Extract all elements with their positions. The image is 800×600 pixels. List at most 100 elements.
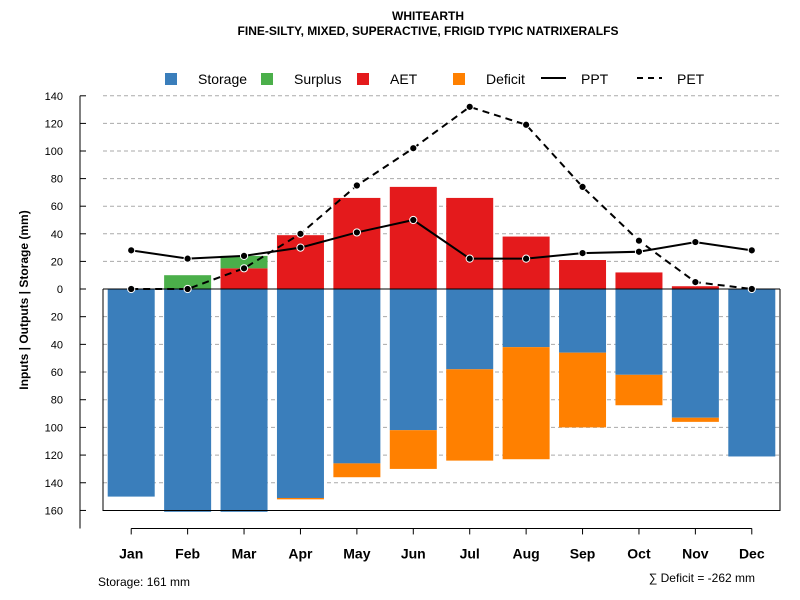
bar-aet-sep [559, 260, 607, 289]
legend-label-aet: AET [390, 71, 418, 87]
y-tick-label: 80 [51, 174, 63, 186]
bar-deficit-nov [671, 417, 719, 422]
ppt-point-may [352, 228, 361, 237]
y-tick-label: 140 [45, 478, 63, 490]
pet-point-mar [239, 264, 249, 273]
pet-point-feb [183, 284, 192, 294]
bar-deficit-jul [446, 369, 494, 461]
legend-label-storage: Storage [198, 71, 247, 87]
pet-point-jun [409, 144, 418, 153]
pet-point-may [352, 181, 361, 190]
legend-label-ppt: PPT [581, 71, 609, 87]
y-tick-label: 100 [45, 422, 63, 434]
y-tick-label: 0 [57, 284, 63, 296]
deficit-footnote: ∑ Deficit = -262 mm [649, 571, 755, 585]
pet-point-dec [747, 284, 756, 294]
ppt-point-oct [634, 247, 644, 256]
pet-point-jan [127, 284, 136, 294]
bar-storage-aug [502, 289, 550, 348]
bar-storage-oct [615, 289, 663, 375]
bar-deficit-jun [389, 430, 437, 469]
x-tick-label-jun: Jun [401, 545, 426, 561]
bar-storage-sep [559, 289, 607, 353]
pet-line [131, 105, 752, 290]
bar-storage-jan [107, 289, 155, 497]
bar-storage-dec [728, 289, 776, 457]
y-tick-label: 20 [51, 312, 63, 324]
y-tick-label: 20 [51, 256, 63, 268]
bar-storage-may [333, 289, 381, 464]
ppt-point-aug [522, 254, 531, 263]
x-tick-label-jan: Jan [119, 545, 143, 561]
ppt-point-mar [239, 251, 249, 260]
legend-label-surplus: Surplus [294, 71, 341, 87]
y-tick-label: 80 [51, 395, 63, 407]
ppt-point-nov [691, 237, 700, 247]
y-axis-label: Inputs | Outputs | Storage (mm) [17, 210, 31, 389]
storage-footnote: Storage: 161 mm [98, 575, 190, 589]
x-tick-label-may: May [343, 545, 370, 561]
ppt-point-jan [127, 246, 136, 255]
legend-swatch-deficit [453, 73, 465, 85]
ppt-point-jul [465, 254, 474, 263]
legend-swatch-storage [165, 73, 177, 85]
chart-subtitle: FINE-SILTY, MIXED, SUPERACTIVE, FRIGID T… [238, 24, 619, 38]
ppt-point-jun [409, 215, 418, 225]
y-tick-label: 140 [45, 91, 63, 103]
pet-point-oct [634, 236, 644, 245]
ppt-point-dec [747, 246, 756, 255]
ppt-point-apr [296, 243, 305, 252]
pet-point-jul [465, 102, 474, 111]
chart-title: WHITEARTH [392, 9, 464, 23]
pet-point-aug [522, 120, 531, 129]
pet-point-sep [578, 182, 587, 191]
y-tick-label: 100 [45, 146, 63, 158]
bar-surplus-mar [220, 255, 268, 269]
y-tick-label: 120 [45, 118, 63, 130]
x-tick-label-nov: Nov [682, 545, 709, 561]
legend-label-deficit: Deficit [486, 71, 525, 87]
ppt-point-feb [183, 254, 192, 263]
x-tick-label-mar: Mar [232, 545, 257, 561]
y-tick-label: 120 [45, 450, 63, 462]
legend-label-pet: PET [677, 71, 705, 87]
bar-aet-nov [671, 286, 719, 289]
bar-storage-nov [671, 289, 719, 418]
bar-storage-apr [276, 289, 324, 498]
bar-deficit-may [333, 463, 381, 478]
legend: Storage Surplus AET Deficit PPT PET [165, 71, 705, 87]
x-tick-label-aug: Aug [513, 545, 540, 561]
legend-swatch-aet [357, 73, 369, 85]
x-tick-label-feb: Feb [175, 545, 200, 561]
x-tick-label-jul: Jul [460, 545, 480, 561]
y-tick-label: 160 [45, 505, 63, 517]
x-tick-label-apr: Apr [288, 545, 313, 561]
y-tick-label: 60 [51, 367, 63, 379]
x-tick-label-sep: Sep [570, 545, 596, 561]
ppt-point-sep [578, 249, 587, 258]
ppt-line [131, 218, 752, 260]
x-tick-label-oct: Oct [627, 545, 651, 561]
bar-aet-aug [502, 236, 550, 289]
bar-storage-jun [389, 289, 437, 431]
bar-aet-jul [446, 197, 494, 289]
plot-box [102, 289, 781, 511]
x-tick-label-dec: Dec [739, 545, 765, 561]
bar-storage-mar [220, 289, 268, 512]
y-tick-label: 40 [51, 229, 63, 241]
bar-deficit-apr [276, 497, 324, 500]
bar-deficit-aug [502, 347, 550, 460]
legend-swatch-surplus [261, 73, 273, 85]
bar-aet-oct [615, 272, 663, 289]
bar-aet-mar [220, 268, 268, 289]
bar-storage-jul [446, 289, 494, 370]
bar-aet-jun [389, 186, 437, 289]
bar-deficit-sep [559, 352, 607, 428]
bar-surplus-feb [164, 275, 212, 289]
bar-storage-feb [164, 289, 212, 512]
y-tick-label: 60 [51, 201, 63, 213]
y-tick-label: 40 [51, 339, 63, 351]
bar-aet-may [333, 197, 381, 289]
bar-deficit-oct [615, 374, 663, 406]
